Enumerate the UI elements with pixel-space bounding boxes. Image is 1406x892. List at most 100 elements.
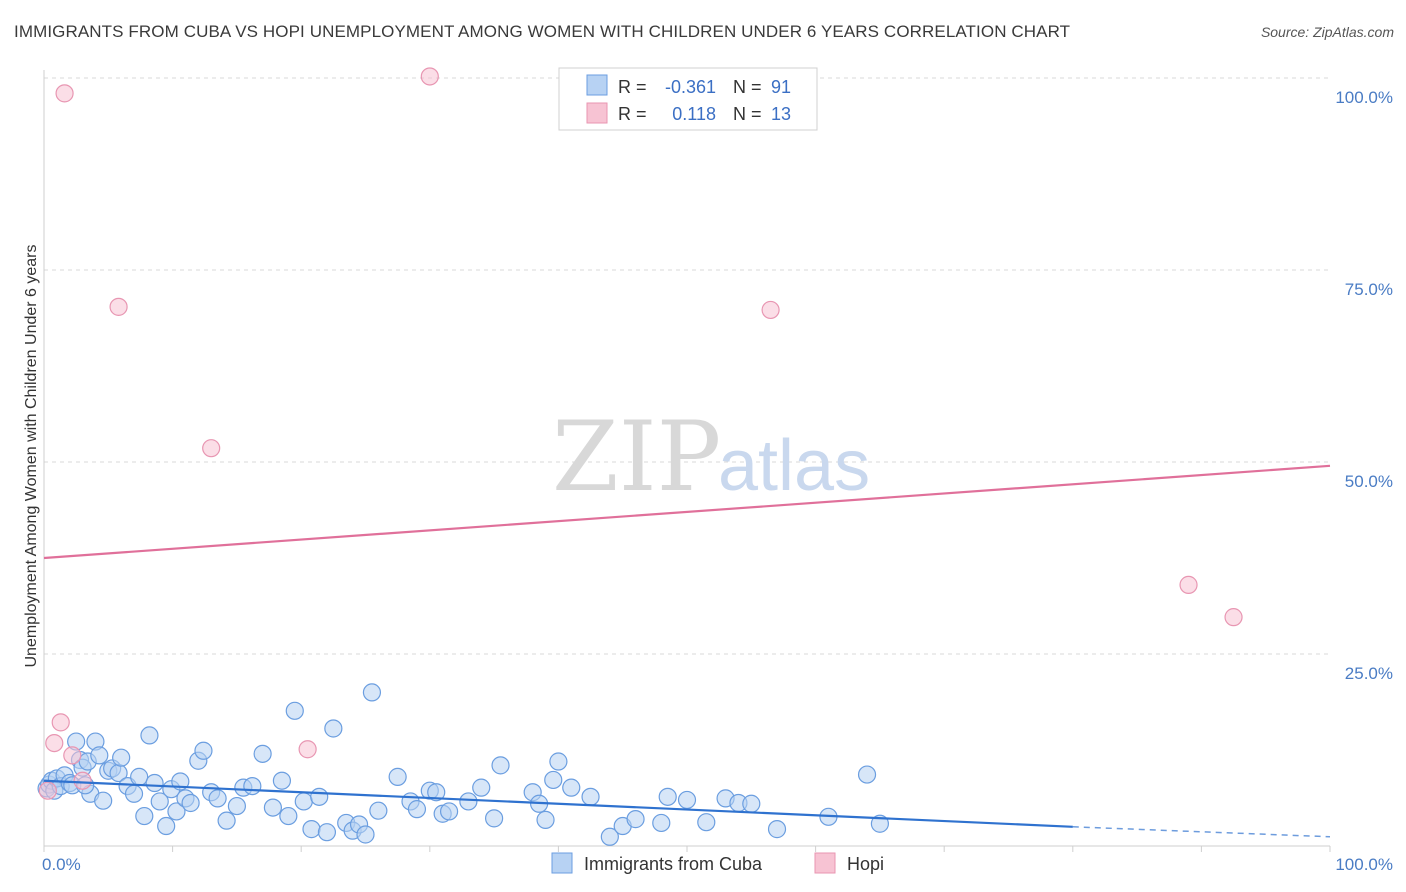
hopi-point [109,297,128,316]
hopi-point [45,733,64,753]
series-legend-swatch-hopi [814,852,836,874]
cuba-point [388,767,407,786]
cuba-series-points [37,683,890,846]
cuba-point [140,726,159,745]
y-tick-labels: 25.0% 50.0% 75.0% 100.0% [1335,88,1393,683]
watermark-zip: ZIP [552,401,721,513]
cuba-point [135,806,154,826]
axes [43,70,1330,847]
hopi-point [1179,575,1198,594]
hopi-series-points [38,67,1243,800]
cuba-point [94,791,113,810]
watermark: ZIP atlas [552,401,870,513]
cuba-point [208,789,227,808]
cuba-point [767,820,787,839]
cuba-point [243,776,262,796]
cuba-point [227,796,246,816]
chart-title: IMMIGRANTS FROM CUBA VS HOPI UNEMPLOYMEN… [14,22,1071,41]
hopi-point [55,84,74,103]
legend-n-label-1: N = [733,77,762,97]
legend-r-label-2: R = [618,104,647,124]
hopi-point [38,781,57,800]
correlation-legend: R = -0.361 N = 91 R = 0.118 N = 13 [558,67,818,131]
cuba-point [870,814,890,833]
legend-r-value-1: -0.361 [665,77,716,97]
y-tick-label: 75.0% [1345,280,1393,299]
cuba-point [549,752,568,771]
legend-swatch-cuba [586,74,608,96]
cuba-point [294,792,313,811]
hopi-point [298,740,317,759]
hopi-trend-line [43,464,1331,560]
watermark-atlas: atlas [718,426,870,506]
hopi-point [63,746,82,765]
cuba-point [459,792,478,811]
y-tick-label: 25.0% [1345,664,1393,683]
hopi-point [761,300,780,320]
x-tick-labels: 0.0% 100.0% [42,855,1393,874]
cuba-point [317,823,337,842]
cuba-point [217,811,236,830]
series-legend-label-hopi: Hopi [847,854,884,874]
hopi-point [51,713,70,732]
cuba-point [742,794,761,813]
cuba-point [90,746,109,765]
series-legend-swatch-cuba [551,852,573,874]
cuba-point [112,748,131,767]
cuba-point [145,773,164,793]
cuba-point [581,787,600,806]
cuba-point [253,744,272,763]
cuba-point [562,778,581,797]
cuba-point [279,806,298,826]
cuba-point [439,802,459,821]
series-legend-label-cuba: Immigrants from Cuba [584,854,763,874]
cuba-point [124,784,144,803]
cuba-point [157,816,176,836]
cuba-point [362,683,382,702]
legend-n-label-2: N = [733,104,762,124]
cuba-point [272,771,292,790]
cuba-point [472,778,491,797]
legend-n-value-1: 91 [771,77,791,97]
cuba-point [324,719,343,738]
x-tick-label: 100.0% [1335,855,1393,874]
cuba-point [677,790,697,810]
legend-r-label-1: R = [618,77,647,97]
cuba-point [626,810,645,829]
y-tick-label: 100.0% [1335,88,1393,107]
y-axis-label: Unemployment Among Women with Children U… [23,244,40,667]
cuba-point [485,809,504,828]
legend-swatch-hopi [586,102,608,124]
series-legend: Immigrants from Cuba Hopi [551,852,884,874]
cuba-trend-line [43,779,1073,828]
cuba-point [310,787,329,806]
cuba-point [194,741,213,760]
cuba-point [263,798,283,817]
cuba-point [369,801,388,820]
cuba-point [285,701,304,720]
cuba-point [302,820,321,839]
source-label: Source: ZipAtlas.com [1260,24,1394,40]
x-tick-label: 0.0% [42,855,81,874]
cuba-point [130,767,149,786]
legend-r-value-2: 0.118 [672,104,716,124]
y-tick-label: 50.0% [1345,472,1393,491]
cuba-point [600,827,619,846]
cuba-point [658,787,677,806]
cuba-point [544,770,563,790]
cuba-point [167,802,186,821]
cuba-point [150,792,169,811]
hopi-point [73,771,92,790]
cuba-point [427,783,446,802]
cuba-point [356,825,375,844]
cuba-point [536,810,555,829]
trend-lines [43,464,1331,838]
cuba-point [857,765,877,784]
cuba-point [697,813,716,832]
cuba-point [491,756,510,775]
hopi-point [420,67,439,86]
hopi-point [202,439,221,458]
hopi-point [1224,608,1243,627]
legend-n-value-2: 13 [771,104,791,124]
